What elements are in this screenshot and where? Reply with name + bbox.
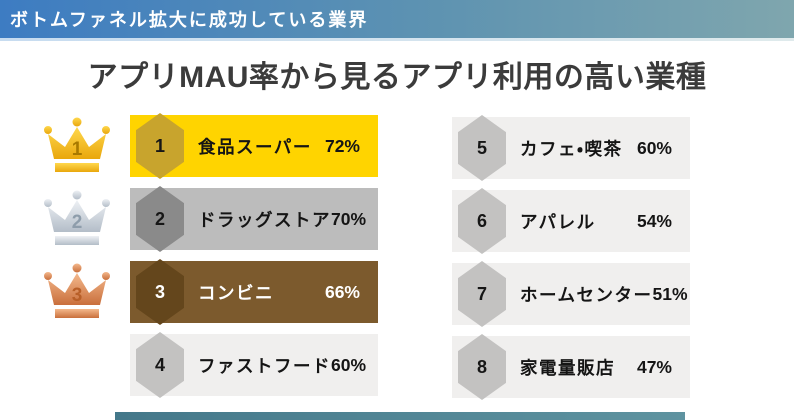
- industry-label: 家電量販店: [520, 357, 615, 378]
- header-label: ボトムファネル拡大に成功している業界: [10, 10, 369, 30]
- crown-rank-number: 2: [72, 212, 83, 233]
- page-title: アプリMAU率から見るアプリ利用の高い業種: [87, 61, 707, 94]
- mau-rate-value: 66%: [324, 281, 360, 302]
- rank-number: 2: [154, 208, 165, 229]
- rank-number: 1: [154, 135, 165, 156]
- rank-number: 8: [476, 356, 487, 377]
- ranking-item-1: 1 食品スーパー 72%: [130, 113, 378, 179]
- rank-number: 6: [476, 210, 487, 231]
- header-band: ボトムファネル拡大に成功している業界: [0, 0, 794, 38]
- rank-number: 5: [476, 137, 487, 158]
- ranking-item-7: 7 ホームセンター 51%: [452, 261, 690, 327]
- mau-rate-value: 60%: [636, 137, 672, 158]
- rank-number: 7: [476, 283, 487, 304]
- ranking-item-3: 3 コンビニ 66%: [130, 259, 378, 325]
- industry-label: ファストフード: [198, 355, 331, 376]
- ranking-item-4: 4 ファストフード 60%: [130, 332, 378, 398]
- industry-label: カフェ・喫茶: [520, 138, 623, 159]
- footer-accent-bar: [115, 412, 685, 420]
- industry-label: ホームセンター: [520, 284, 653, 305]
- rank-hexagon: 6: [458, 188, 506, 254]
- mau-rate-value: 51%: [652, 283, 688, 304]
- bronze-crown-icon: 3: [38, 263, 116, 321]
- crown-rank-number: 3: [72, 285, 83, 306]
- ranking-item-2: 2 ドラッグストア 70%: [130, 186, 378, 252]
- industry-label: ドラッグストア: [198, 209, 331, 230]
- mau-rate-value: 60%: [331, 354, 367, 375]
- industry-label: アパレル: [520, 211, 596, 232]
- rank-hexagon: 8: [458, 334, 506, 400]
- mau-rate-value: 47%: [636, 356, 672, 377]
- rank-number: 3: [154, 281, 165, 302]
- rank-number: 4: [154, 354, 165, 375]
- header-underline: [0, 38, 794, 41]
- industry-label: コンビニ: [198, 282, 274, 303]
- rank-hexagon: 7: [458, 261, 506, 327]
- silver-crown-icon: 2: [38, 190, 116, 248]
- ranking-item-8: 8 家電量販店 47%: [452, 334, 690, 400]
- rank-hexagon: 2: [136, 186, 184, 252]
- rank-hexagon: 5: [458, 115, 506, 181]
- ranking-item-5: 5 カフェ・喫茶 60%: [452, 115, 690, 181]
- gold-crown-icon: 1: [38, 117, 116, 175]
- industry-label: 食品スーパー: [198, 136, 312, 157]
- mau-rate-value: 72%: [324, 135, 360, 156]
- mau-rate-value: 54%: [636, 210, 672, 231]
- ranking-column-left: 1 食品スーパー 72% 2 ドラッグストア 70% 3 コンビニ 66% 4 …: [130, 113, 378, 398]
- rank-hexagon: 3: [136, 259, 184, 325]
- crown-rank-number: 1: [72, 139, 83, 160]
- rank-hexagon: 1: [136, 113, 184, 179]
- ranking-item-6: 6 アパレル 54%: [452, 188, 690, 254]
- rank-hexagon: 4: [136, 332, 184, 398]
- ranking-column-right: 5 カフェ・喫茶 60% 6 アパレル 54% 7 ホームセンター 51% 8 …: [452, 115, 690, 400]
- mau-rate-value: 70%: [331, 208, 367, 229]
